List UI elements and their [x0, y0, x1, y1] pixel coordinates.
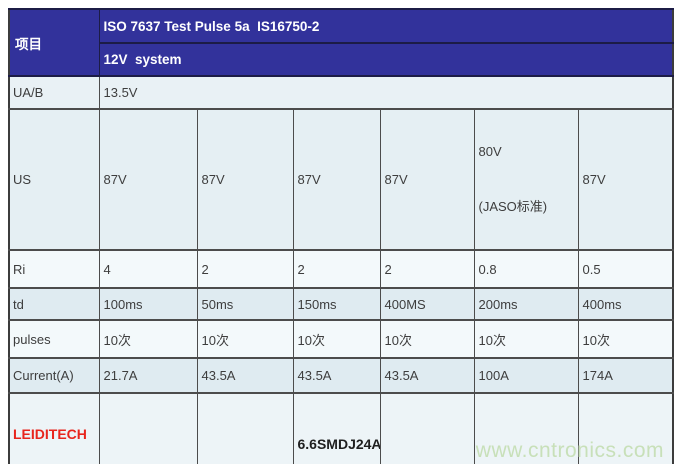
ri-value: 2	[196, 249, 294, 290]
solution-part: 6.6SMDJ24A	[196, 392, 294, 464]
row-current: Current(A) 21.7A 43.5A 43.5A 43.5A 100A …	[8, 357, 674, 395]
pulses-value: 10次	[292, 319, 381, 360]
pulses-value: 10次	[473, 319, 579, 360]
row-label-uab: UA/B	[8, 75, 100, 110]
ri-value: 0.5	[577, 249, 674, 290]
current-value: 100A	[473, 357, 579, 395]
test-pulse-spec-table: 项目 ISO 7637 Test Pulse 5a IS16750-2 12V …	[8, 8, 675, 464]
pulses-value: 10次	[196, 319, 294, 360]
corner-header-cell: 项目	[8, 8, 100, 77]
row-label-tvs-solution: LEIDITECH TVS Solution	[8, 392, 100, 464]
header-row-title: 项目 ISO 7637 Test Pulse 5a IS16750-2	[8, 8, 674, 77]
td-value: 150ms	[292, 287, 381, 322]
td-value: 200ms	[473, 287, 579, 322]
row-uab: UA/B 13.5V	[8, 75, 674, 110]
solution-part: P8S24CA	[473, 392, 579, 464]
row-td: td 100ms 50ms 150ms 400MS 200ms 400ms	[8, 287, 674, 322]
pulses-value: 10次	[98, 319, 198, 360]
current-value: 21.7A	[98, 357, 198, 395]
current-value: 43.5A	[379, 357, 475, 395]
us-value: 87V	[292, 107, 381, 252]
solution-part: 5.0SMDJ24A	[98, 392, 198, 464]
row-label-current: Current(A)	[8, 357, 100, 395]
td-value: 400MS	[379, 287, 475, 322]
solution-part: P8S24CA	[379, 392, 475, 464]
us-value-jaso: 80V (JASO标准)	[473, 107, 579, 252]
pulses-value: 10次	[577, 319, 674, 360]
ri-value: 0.8	[473, 249, 579, 290]
header-row-subtitle: 12V system	[9, 42, 674, 77]
row-us: US 87V 87V 87V 87V 80V (JASO标准) 87V	[8, 107, 674, 252]
ri-value: 4	[98, 249, 198, 290]
row-label-us: US	[8, 107, 100, 252]
current-value: 43.5A	[292, 357, 381, 395]
row-label-ri: Ri	[8, 249, 100, 290]
ri-value: 2	[292, 249, 381, 290]
solution-part-line1: 6.6SMDJ24A	[297, 435, 380, 452]
solution-part-double: 6.6SMDJ24A SM8S24A	[292, 392, 381, 464]
pulses-value: 10次	[379, 319, 475, 360]
row-label-pulses: pulses	[8, 319, 100, 360]
row-pulses: pulses 10次 10次 10次 10次 10次 10次	[8, 319, 674, 360]
row-tvs-solution: LEIDITECH TVS Solution 5.0SMDJ24A 6.6SMD…	[8, 392, 674, 464]
brand-name: LEIDITECH	[13, 426, 87, 443]
us-value: 87V	[577, 107, 674, 252]
td-value: 100ms	[98, 287, 198, 322]
us-value: 87V	[196, 107, 294, 252]
us-value-line1: 80V	[478, 144, 502, 159]
ri-value: 2	[379, 249, 475, 290]
row-label-td: td	[8, 287, 100, 322]
us-value: 87V	[379, 107, 475, 252]
solution-part: P8S24CA	[577, 392, 674, 464]
us-value: 87V	[98, 107, 198, 252]
td-value: 50ms	[196, 287, 294, 322]
watermark-text: www.cntronics.com	[475, 439, 664, 462]
uab-value: 13.5V	[98, 75, 674, 110]
current-value: 43.5A	[196, 357, 294, 395]
td-value: 400ms	[577, 287, 674, 322]
current-value: 174A	[577, 357, 674, 395]
us-jaso-note: (JASO标准)	[478, 198, 548, 214]
table-subtitle: 12V system	[98, 42, 674, 77]
table-title: ISO 7637 Test Pulse 5a IS16750-2	[98, 8, 674, 44]
row-ri: Ri 4 2 2 2 0.8 0.5	[8, 249, 674, 290]
